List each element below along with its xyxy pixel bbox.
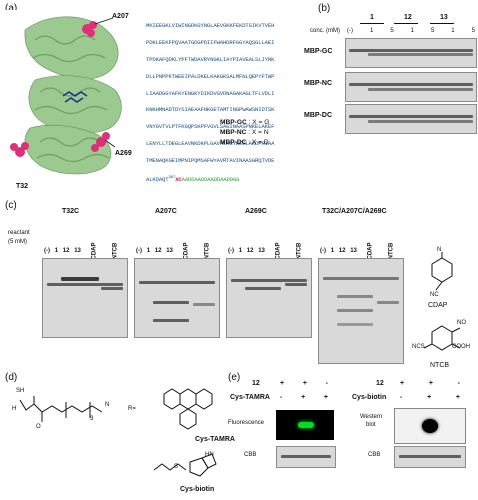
seq-line: DLLPNPPKTWEEIPALDKELKAKGKSALMFNLQEPYFTWP (146, 72, 275, 80)
lane-labels-a207c: (-) 1 12 13 CDAP NTCB (136, 242, 211, 260)
cdap-label: CDAP (428, 302, 448, 309)
tamra-structure (163, 388, 213, 430)
seq-line: LIAADGGYAFKYENGKYDIKDVGVDNAGAKAGLTFLVDLI (146, 89, 275, 97)
gel-title-triple: T32C/A207C/A269C (322, 208, 387, 215)
row-mbp-gc: MBP-GC (304, 48, 333, 55)
western-blot-image (394, 408, 466, 444)
row-mbp-nc: MBP-NC (304, 80, 332, 87)
gel-title-t32c: T32C (62, 208, 80, 215)
d-o: O (36, 424, 41, 430)
e-left-cbb-gel (276, 446, 336, 468)
seq-line: TMENAQKGEIMPNIPQMSAFWYAVRTAVINAASGRQTVDE (146, 156, 275, 164)
seq-line: MKIEEGKLVIWINGDKGYNGLAEVGKKFEKDTGIKVTVEH (146, 22, 275, 30)
d-h2n: H (12, 406, 17, 412)
variant-list: MBP-GC : X = G MBP-NC : X = N MBP-DC : X… (220, 118, 269, 148)
seq-line: PDKLEEKFPQVAATGDGPDIIFWAHDRFGGYAQSGLLAEI (146, 39, 275, 47)
seq-line: LENYLLTDEGLEAVNKDKPLGAVALKSYEEELAKDPRIAA (146, 140, 275, 148)
e-left-signs12: + + - (280, 380, 328, 387)
conc-label: conc. (mM) (310, 28, 340, 34)
seq-line: VNYGVTVLPTFKGQPSKPFVGVLSAGINAASPNKELAKEF (146, 123, 275, 131)
gel-c-a269c (226, 258, 312, 338)
group-rule (360, 23, 384, 24)
seq-xc: XC (175, 175, 182, 183)
gel-c-a207c (134, 258, 220, 338)
seq-tag: AADDAADDAADDAADDGG (181, 175, 240, 183)
panel-d-label: (d) (5, 372, 18, 383)
cdap-nme2: N (437, 247, 442, 253)
gel-b-dc (345, 104, 477, 134)
group-rule (430, 23, 454, 24)
group-12: 12 (404, 14, 412, 21)
ntcb-ncs: NCS (412, 344, 425, 350)
ntcb-label: NTCB (430, 362, 450, 369)
cys-tamra-label: Cys-TAMRA (195, 436, 235, 443)
gel-c-t32c (42, 258, 128, 338)
gel-title-a207c: A207C (155, 208, 177, 215)
d-hn: HN (205, 452, 214, 458)
d-n3: 3 (90, 416, 94, 422)
e-left-rowlabel: Cys-TAMRA (230, 394, 270, 401)
cdap-nc: NC (430, 292, 439, 298)
group-1: 1 (370, 14, 374, 21)
e-left-cbb: CBB (244, 452, 257, 458)
row-mbp-dc: MBP-DC (304, 112, 332, 119)
seq-line: TPDKAFQDKLYPFTWDAVRYNGKLIAYPIAVEALSLIYNK (146, 56, 275, 64)
cys-linker-structure (19, 396, 103, 422)
seq-tail-start: ALKDAQT (146, 175, 169, 183)
ntcb-structure (423, 325, 461, 351)
e-left-signsR: - + + (280, 394, 328, 401)
variant-item: MBP-GC : X = G (220, 119, 270, 126)
biotin-structure (153, 453, 217, 477)
d-sh: SH (16, 388, 25, 394)
panel-e-label: (e) (228, 372, 241, 383)
e-right-cbb: CBB (368, 452, 381, 458)
lane-labels-triple: (-) 1 12 13 CDAP NTCB (320, 242, 395, 260)
gel-c-triple (318, 258, 404, 364)
reactant-conc: (5 mM) (8, 239, 27, 245)
cys-biotin-label: Cys-biotin (180, 486, 215, 493)
e-right-signs12: + + - (400, 380, 460, 387)
d-n: N (105, 402, 110, 408)
sequence-block: MKIEEGKLVIWINGDKGYNGLAEVGKKFEKDTGIKVTVEH… (146, 14, 274, 192)
variant-item: MBP-DC : X = D (220, 139, 269, 146)
panel-b-label: (b) (318, 3, 331, 14)
label-a269: A269 (115, 150, 132, 157)
panel-c-label: (c) (5, 200, 17, 211)
panel-a-label: (a) (5, 3, 18, 14)
group-13: 13 (440, 14, 448, 21)
e-right-12: 12 (376, 380, 384, 387)
e-left-12: 12 (252, 380, 260, 387)
e-left-fluor-label: Fluorescence (228, 420, 265, 426)
group-rule (394, 23, 418, 24)
conc-lanes: (-) 1 5 1 5 1 5 (347, 28, 475, 34)
ntcb-cooh: COOH (452, 344, 470, 350)
cdap-structure (431, 252, 453, 291)
e-right-rowlabel: Cys-biotin (352, 394, 387, 401)
d-r-label: R= (128, 406, 136, 412)
lane-labels-t32c: (-) 1 12 13 CDAP NTCB (44, 242, 119, 260)
gel-b-gc (345, 38, 477, 68)
label-a207: A207 (112, 13, 129, 20)
e-right-blot-l2: blot (366, 422, 376, 428)
gel-b-nc (345, 72, 477, 102)
seq-last-line: ALKDAQT367XCAADDAADDAADDAADDGG (146, 174, 274, 184)
seq-superscript: 367 (168, 175, 176, 180)
d-s: S (174, 464, 179, 470)
label-t32: T32 (16, 183, 29, 190)
protein-structure-image (5, 10, 143, 188)
gel-title-a269c: A269C (245, 208, 267, 215)
reactant-label: reactant (8, 230, 30, 236)
ntcb-no2: NO (457, 320, 466, 326)
e-right-blot-l1: Western (360, 414, 383, 420)
seq-line: KNKHMNADTDYSIAEAAFNKGETAMTINGPWAWSNIDTSK (146, 106, 275, 114)
fluorescence-image (276, 410, 334, 440)
lane-labels-a269c: (-) 1 12 13 CDAP NTCB (228, 242, 303, 260)
variant-item: MBP-NC : X = N (220, 129, 269, 136)
e-right-cbb-gel (394, 446, 466, 468)
e-right-signsR: - + + (400, 394, 460, 401)
